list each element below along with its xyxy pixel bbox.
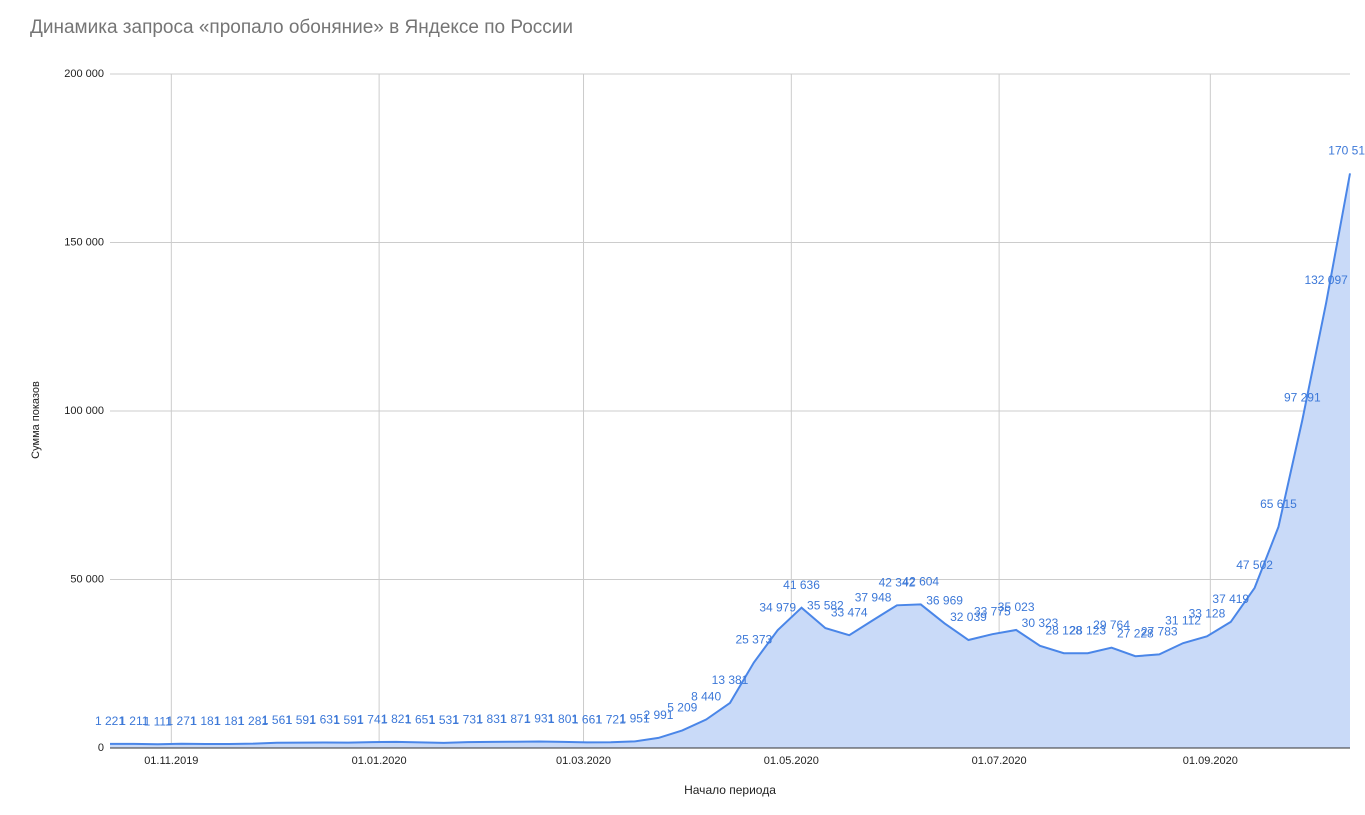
data-label: 34 979	[759, 600, 796, 614]
data-label: 1 181	[214, 714, 244, 728]
data-label: 33 775	[974, 604, 1011, 618]
x-axis-label: Начало периода	[684, 783, 776, 797]
data-label: 41 636	[783, 578, 820, 592]
y-tick-label: 100 000	[64, 405, 104, 417]
data-label: 1 631	[310, 713, 340, 727]
data-label: 42 604	[902, 575, 939, 589]
area	[110, 173, 1350, 748]
data-label: 28 123	[1069, 623, 1106, 637]
y-tick-label: 0	[98, 742, 104, 754]
data-label: 29 764	[1093, 618, 1130, 632]
x-tick-label: 01.03.2020	[556, 755, 611, 767]
data-label: 1 281	[238, 714, 268, 728]
y-tick-label: 50 000	[70, 573, 104, 585]
data-label: 1 211	[119, 714, 148, 728]
data-label: 170 513	[1328, 144, 1365, 158]
data-label: 1 931	[524, 712, 554, 726]
data-label: 42 342	[879, 575, 916, 589]
data-label: 28 128	[1045, 623, 1082, 637]
data-label: 1 591	[286, 713, 316, 727]
y-tick-label: 200 000	[64, 68, 104, 80]
data-label: 8 440	[691, 690, 721, 704]
data-label: 1 181	[190, 714, 220, 728]
data-label: 1 831	[477, 712, 507, 726]
data-label: 31 112	[1165, 613, 1201, 627]
data-label: 47 502	[1236, 558, 1273, 572]
data-label: 13 381	[712, 673, 749, 687]
data-label: 36 969	[926, 594, 963, 608]
data-label: 1 591	[333, 713, 363, 727]
data-label: 1 871	[500, 712, 530, 726]
data-label: 1 271	[167, 714, 197, 728]
data-label: 1 951	[620, 712, 650, 726]
data-label: 1 801	[548, 712, 578, 726]
y-tick-label: 150 000	[64, 236, 104, 248]
data-label: 37 419	[1212, 592, 1249, 606]
data-label: 65 615	[1260, 497, 1297, 511]
x-tick-label: 01.09.2020	[1183, 755, 1238, 767]
data-label: 1 731	[453, 712, 483, 726]
data-label: 33 474	[831, 605, 868, 619]
data-label: 1 821	[381, 712, 411, 726]
data-label: 35 023	[998, 600, 1035, 614]
x-tick-label: 01.01.2020	[352, 755, 407, 767]
x-tick-label: 01.07.2020	[972, 755, 1027, 767]
data-label: 132 097	[1304, 273, 1348, 287]
data-label: 1 221	[95, 714, 125, 728]
data-label: 1 721	[596, 712, 626, 726]
data-label: 1 661	[572, 713, 602, 727]
data-label: 2 991	[643, 708, 673, 722]
data-label: 1 741	[357, 712, 387, 726]
data-label: 35 582	[807, 598, 844, 612]
data-label: 25 373	[735, 633, 772, 647]
data-label: 27 783	[1141, 625, 1178, 639]
data-label: 32 039	[950, 610, 987, 624]
data-label: 27 228	[1117, 626, 1154, 640]
data-label: 30 323	[1022, 616, 1059, 630]
data-label: 33 128	[1189, 607, 1226, 621]
data-label: 5 209	[667, 701, 697, 715]
x-tick-label: 01.11.2019	[144, 755, 198, 767]
data-label: 97 291	[1284, 390, 1321, 404]
line	[109, 173, 1351, 746]
data-label: 1 561	[262, 713, 292, 727]
chart-title: Динамика запроса «пропало обоняние» в Ян…	[30, 17, 573, 38]
x-tick-label: 01.05.2020	[764, 755, 819, 767]
data-label: 37 948	[855, 590, 892, 604]
data-label: 1 651	[405, 713, 435, 727]
data-label: 1 111	[144, 714, 173, 728]
y-axis-label: Сумма показов	[30, 381, 42, 459]
data-label: 1 531	[429, 713, 459, 727]
